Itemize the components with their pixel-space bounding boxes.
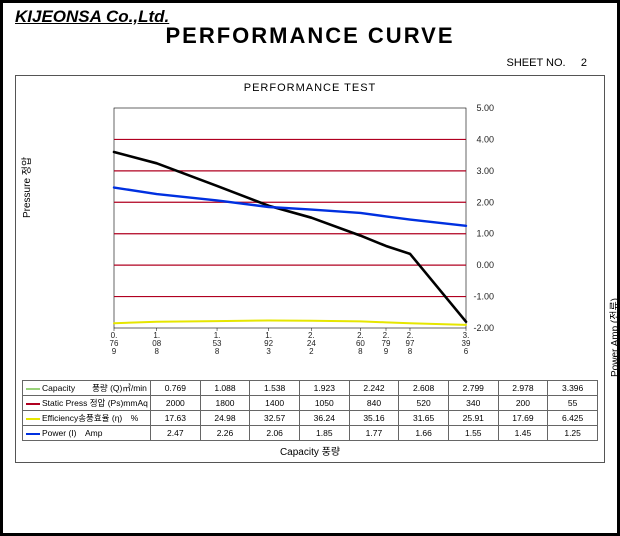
table-cell: 36.24 xyxy=(299,411,349,426)
svg-text:3.00: 3.00 xyxy=(476,166,494,176)
table-row: Capacity 풍량 (Q)㎥/min0.7691.0881.5381.923… xyxy=(23,381,598,396)
svg-text:4.00: 4.00 xyxy=(476,134,494,144)
table-cell: 24.98 xyxy=(200,411,250,426)
table-cell: 55 xyxy=(548,396,598,411)
legend-swatch xyxy=(26,433,40,435)
page: KIJEONSA Co.,Ltd. PERFORMANCE CURVE SHEE… xyxy=(0,0,620,536)
row-header: Power (I) Amp xyxy=(23,426,151,441)
table-cell: 1.25 xyxy=(548,426,598,441)
svg-text:0.00: 0.00 xyxy=(476,260,494,270)
table-cell: 2.06 xyxy=(250,426,300,441)
table-cell: 2000 xyxy=(151,396,201,411)
chart-subtitle: PERFORMANCE TEST xyxy=(22,82,598,94)
svg-text:2.00: 2.00 xyxy=(476,197,494,207)
legend-swatch xyxy=(26,403,40,405)
table-cell: 2.799 xyxy=(448,381,498,396)
svg-text:1.088: 1.088 xyxy=(152,331,161,356)
table-cell: 3.396 xyxy=(548,381,598,396)
svg-text:3.396: 3.396 xyxy=(462,331,471,356)
legend-swatch xyxy=(26,388,40,390)
table-cell: 35.16 xyxy=(349,411,399,426)
svg-text:1.538: 1.538 xyxy=(213,331,222,356)
svg-text:2.799: 2.799 xyxy=(382,331,391,356)
table-cell: 520 xyxy=(399,396,449,411)
table-cell: 2.47 xyxy=(151,426,201,441)
svg-text:2.242: 2.242 xyxy=(307,331,316,356)
table-row: Static Press 정압 (Ps)mmAq2000180014001050… xyxy=(23,396,598,411)
table-cell: 1050 xyxy=(299,396,349,411)
chart: Pressure 정압 Power Amp (전류) -2.00-1.000.0… xyxy=(22,98,598,378)
sheet-label: SHEET NO. xyxy=(507,57,566,69)
table-cell: 1.77 xyxy=(349,426,399,441)
table-cell: 1.85 xyxy=(299,426,349,441)
row-header: Efficiency송풍효율 (η) % xyxy=(23,411,151,426)
row-header: Capacity 풍량 (Q)㎥/min xyxy=(23,381,151,396)
table-cell: 1.088 xyxy=(200,381,250,396)
svg-text:1.00: 1.00 xyxy=(476,229,494,239)
sheet-number: 2 xyxy=(581,57,587,69)
table-cell: 17.63 xyxy=(151,411,201,426)
table-row: Efficiency송풍효율 (η) %17.6324.9832.5736.24… xyxy=(23,411,598,426)
svg-text:2.608: 2.608 xyxy=(356,331,365,356)
svg-text:-2.00: -2.00 xyxy=(473,323,494,333)
table-cell: 25.91 xyxy=(448,411,498,426)
table-cell: 200 xyxy=(498,396,548,411)
table-cell: 1.66 xyxy=(399,426,449,441)
table-cell: 1.55 xyxy=(448,426,498,441)
svg-text:0.769: 0.769 xyxy=(110,331,119,356)
table-cell: 2.978 xyxy=(498,381,548,396)
table-cell: 17.69 xyxy=(498,411,548,426)
y2-axis-label: Power Amp (전류) xyxy=(606,298,620,377)
data-table: Capacity 풍량 (Q)㎥/min0.7691.0881.5381.923… xyxy=(22,380,598,441)
chart-svg: -2.00 -1.00 0.00 1.00 2.00 3.00 4.00 5.00 0.769 1… xyxy=(22,98,542,360)
table-cell: 840 xyxy=(349,396,399,411)
y1-axis-label: Pressure 정압 xyxy=(18,157,33,218)
svg-text:1.923: 1.923 xyxy=(264,331,273,356)
chart-panel: PERFORMANCE TEST Pressure 정압 Power Amp (… xyxy=(15,75,605,463)
table-cell: 6.425 xyxy=(548,411,598,426)
table-cell: 32.57 xyxy=(250,411,300,426)
table-cell: 0.769 xyxy=(151,381,201,396)
legend-swatch xyxy=(26,418,40,420)
sheet-no: SHEET NO. 2 xyxy=(507,57,588,69)
table-cell: 2.242 xyxy=(349,381,399,396)
table-cell: 1800 xyxy=(200,396,250,411)
row-header: Static Press 정압 (Ps)mmAq xyxy=(23,396,151,411)
table-cell: 1.538 xyxy=(250,381,300,396)
table-row: Power (I) Amp2.472.262.061.851.771.661.5… xyxy=(23,426,598,441)
table-cell: 340 xyxy=(448,396,498,411)
svg-text:-1.00: -1.00 xyxy=(473,292,494,302)
x-axis-label: Capacity 풍량 xyxy=(22,443,598,458)
table-cell: 2.608 xyxy=(399,381,449,396)
table-cell: 1.923 xyxy=(299,381,349,396)
svg-text:5.00: 5.00 xyxy=(476,103,494,113)
svg-text:2.978: 2.978 xyxy=(406,331,415,356)
table-cell: 31.65 xyxy=(399,411,449,426)
table-cell: 1400 xyxy=(250,396,300,411)
table-cell: 1.45 xyxy=(498,426,548,441)
table-cell: 2.26 xyxy=(200,426,250,441)
